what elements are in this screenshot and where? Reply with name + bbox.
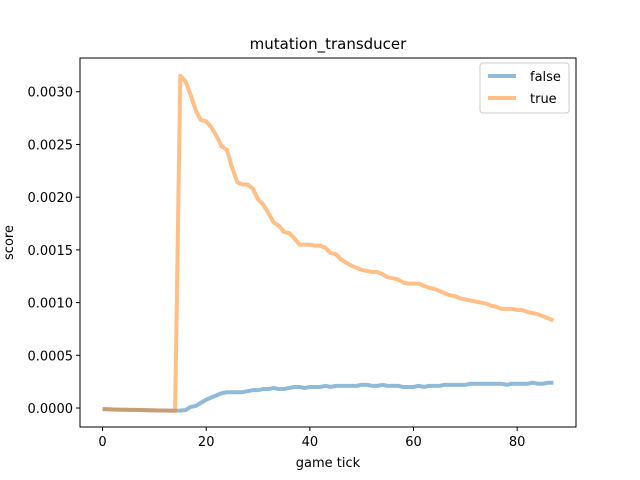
chart-title: mutation_transducer — [250, 35, 407, 54]
x-axis: 0 20 40 60 80 — [98, 427, 525, 450]
y-tick-label: 0.0010 — [28, 297, 74, 312]
series-line-false — [102, 380, 554, 413]
y-tick-label: 0.0030 — [28, 86, 74, 101]
y-tick-label: 0.0005 — [28, 349, 74, 364]
legend-label-false: false — [530, 70, 561, 85]
x-tick-label: 0 — [98, 435, 106, 450]
x-tick-label: 40 — [302, 435, 319, 450]
series-line-true — [102, 73, 555, 413]
y-tick-label: 0.0020 — [28, 191, 74, 206]
legend-label-true: true — [530, 92, 557, 107]
series-layer — [102, 73, 555, 413]
plot-frame — [79, 57, 577, 428]
legend: false true — [479, 62, 570, 114]
y-axis-label: score — [2, 225, 17, 260]
x-tick-label: 60 — [405, 435, 422, 450]
y-tick-label: 0.0025 — [28, 138, 74, 153]
y-tick-label: 0.0000 — [28, 402, 74, 417]
x-tick-label: 80 — [509, 435, 526, 450]
y-axis: 0.0000 0.0005 0.0010 0.0015 0.0020 0.0025 0.00… — [28, 86, 80, 417]
x-axis-label: game tick — [296, 456, 361, 471]
x-tick-label: 20 — [198, 435, 215, 450]
y-tick-label: 0.0015 — [28, 244, 74, 259]
